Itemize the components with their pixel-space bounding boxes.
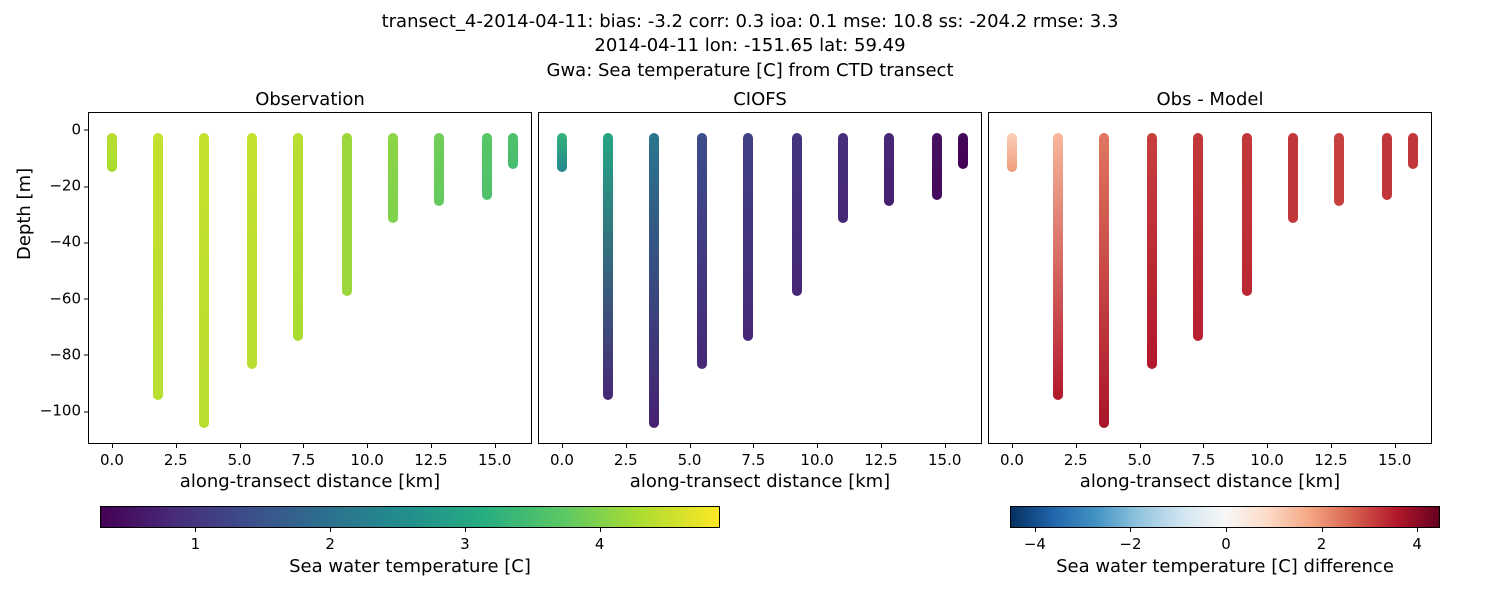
ytick: −100 (37, 404, 81, 419)
plot-area-dif: 0.02.55.07.510.012.515.0along-transect d… (988, 112, 1432, 444)
cast-profile (1288, 133, 1298, 223)
plot-area-mod: 0.02.55.07.510.012.515.0along-transect d… (538, 112, 982, 444)
colorbar-bar: 1234 (100, 506, 720, 528)
cast-profile (247, 133, 257, 369)
figure-suptitle: transect_4-2014-04-11: bias: -3.2 corr: … (0, 0, 1500, 83)
xtick: 7.5 (283, 451, 323, 469)
colorbar-tick: 2 (315, 535, 345, 553)
panel-obs: Observation0−20−40−60−80−1000.02.55.07.5… (88, 89, 532, 444)
cast-profile (153, 133, 163, 400)
ytick: −40 (37, 235, 81, 250)
xtick: 12.5 (861, 451, 901, 469)
xtick: 10.0 (797, 451, 837, 469)
panel-mod: CIOFS0.02.55.07.510.012.515.0along-trans… (538, 89, 982, 444)
colorbar-rdbu: −4−2024Sea water temperature [C] differe… (1010, 506, 1440, 577)
panel-title-mod: CIOFS (733, 89, 787, 110)
cast-profile (1193, 133, 1203, 341)
ytick: −80 (37, 347, 81, 362)
xtick: 7.5 (733, 451, 773, 469)
title-line3: Gwa: Sea temperature [C] from CTD transe… (0, 59, 1500, 83)
xtick: 5.0 (1120, 451, 1160, 469)
xtick: 10.0 (347, 451, 387, 469)
cast-profile (838, 133, 848, 223)
xtick: 5.0 (670, 451, 710, 469)
cast-profile (1007, 133, 1017, 172)
colorbar-tick: 3 (450, 535, 480, 553)
xtick: 0.0 (542, 451, 582, 469)
x-axis-label: along-transect distance [km] (180, 471, 440, 492)
cast-profile (1242, 133, 1252, 296)
y-axis-label: Depth [m] (14, 168, 35, 260)
colorbar-label: Sea water temperature [C] difference (1056, 556, 1394, 577)
colorbar-tick: 0 (1211, 535, 1241, 553)
cast-profile (884, 133, 894, 206)
xtick: 15.0 (1375, 451, 1415, 469)
xtick: 2.5 (156, 451, 196, 469)
xtick: 7.5 (1183, 451, 1223, 469)
xtick: 0.0 (92, 451, 132, 469)
colorbar-label: Sea water temperature [C] (289, 556, 531, 577)
panel-title-obs: Observation (255, 89, 365, 110)
cast-profile (557, 133, 567, 172)
cast-profile (342, 133, 352, 296)
xtick: 15.0 (925, 451, 965, 469)
colorbar-tick: −2 (1115, 535, 1145, 553)
colorbars-row: 1234Sea water temperature [C]−4−2024Sea … (0, 506, 1500, 577)
cast-profile (1334, 133, 1344, 206)
colorbar-viridis: 1234Sea water temperature [C] (100, 506, 720, 577)
cast-profile (603, 133, 613, 400)
colorbar-tick: 1 (180, 535, 210, 553)
ytick: −60 (37, 291, 81, 306)
panels-row: Observation0−20−40−60−80−1000.02.55.07.5… (0, 89, 1500, 444)
cast-profile (1382, 133, 1392, 201)
title-line2: 2014-04-11 lon: -151.65 lat: 59.49 (0, 34, 1500, 58)
cast-profile (293, 133, 303, 341)
panel-dif: Obs - Model0.02.55.07.510.012.515.0along… (988, 89, 1432, 444)
xtick: 12.5 (411, 451, 451, 469)
plot-area-obs: 0−20−40−60−80−1000.02.55.07.510.012.515.… (88, 112, 532, 444)
colorbar-tick: 2 (1307, 535, 1337, 553)
colorbar-tick: −4 (1020, 535, 1050, 553)
cast-profile (434, 133, 444, 206)
ytick: 0 (37, 122, 81, 137)
xtick: 12.5 (1311, 451, 1351, 469)
cast-profile (1053, 133, 1063, 400)
cast-profile (508, 133, 518, 170)
ytick: −20 (37, 179, 81, 194)
xtick: 10.0 (1247, 451, 1287, 469)
xtick: 5.0 (220, 451, 260, 469)
cast-profile (1408, 133, 1418, 170)
cast-profile (932, 133, 942, 201)
cast-profile (792, 133, 802, 296)
colorbar-tick: 4 (585, 535, 615, 553)
cast-profile (649, 133, 659, 428)
xtick: 2.5 (606, 451, 646, 469)
x-axis-label: along-transect distance [km] (1080, 471, 1340, 492)
colorbar-bar: −4−2024 (1010, 506, 1440, 528)
xtick: 0.0 (992, 451, 1032, 469)
xtick: 2.5 (1056, 451, 1096, 469)
cast-profile (1099, 133, 1109, 428)
cast-profile (199, 133, 209, 428)
cast-profile (1147, 133, 1157, 369)
cast-profile (743, 133, 753, 341)
cast-profile (388, 133, 398, 223)
cast-profile (107, 133, 117, 172)
panel-title-dif: Obs - Model (1157, 89, 1264, 110)
xtick: 15.0 (475, 451, 515, 469)
colorbar-tick: 4 (1402, 535, 1432, 553)
cast-profile (958, 133, 968, 170)
cast-profile (697, 133, 707, 369)
x-axis-label: along-transect distance [km] (630, 471, 890, 492)
cast-profile (482, 133, 492, 201)
title-line1: transect_4-2014-04-11: bias: -3.2 corr: … (0, 10, 1500, 34)
